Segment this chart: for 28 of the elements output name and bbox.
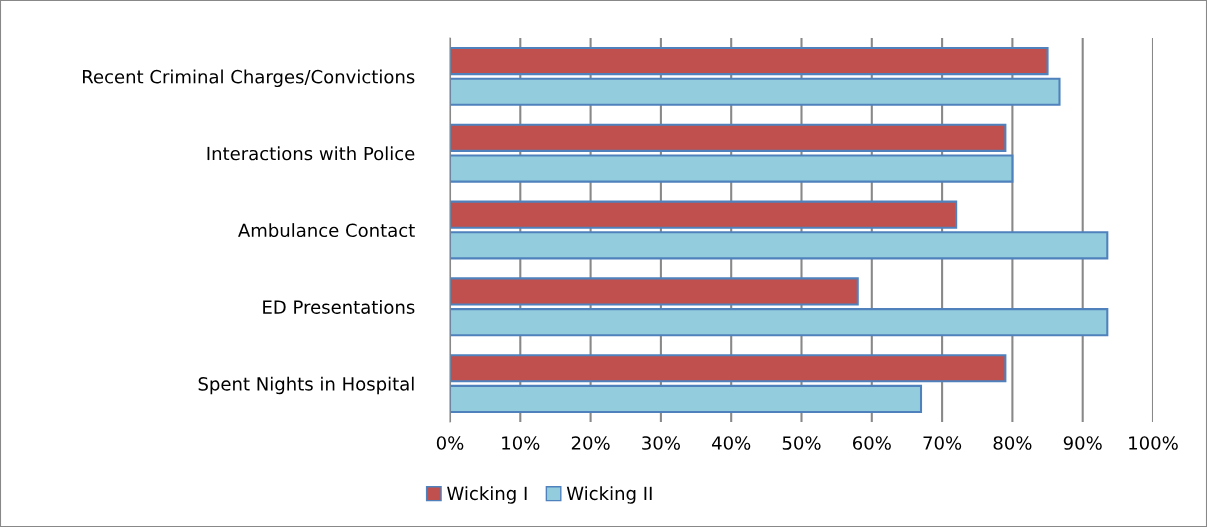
- x-tick-label: 20%: [571, 436, 610, 450]
- x-tick-label: 100%: [1129, 436, 1178, 450]
- bar: [450, 200, 958, 229]
- x-tick-label: 50%: [782, 436, 821, 450]
- bar: [450, 123, 1007, 152]
- y-tick-label: Recent Criminal Charges/Convictions: [83, 69, 415, 88]
- x-tick-label: 90%: [1063, 436, 1102, 450]
- x-tick-label: 10%: [502, 436, 540, 450]
- x-tick-label: 80%: [993, 436, 1032, 450]
- x-tick-label: 30%: [642, 436, 680, 450]
- bar: [450, 154, 1014, 183]
- y-tick-label: Spent Nights in Hospital: [198, 376, 414, 395]
- bar: [450, 231, 1109, 260]
- y-tick-label: ED Presentations: [263, 299, 415, 314]
- x-tick-label: 40%: [712, 436, 751, 450]
- bar: [450, 46, 1049, 76]
- bar: [450, 384, 923, 414]
- bar: [450, 277, 859, 306]
- bar: [450, 354, 1007, 383]
- y-tick-label: Interactions with Police: [207, 146, 415, 161]
- bar: [450, 308, 1109, 337]
- y-tick-label: Ambulance Contact: [238, 223, 415, 238]
- bar: [450, 77, 1061, 106]
- legend-label: Wicking I: [447, 486, 527, 504]
- x-tick-label: 60%: [853, 436, 891, 450]
- x-tick-label: 0%: [436, 436, 464, 450]
- legend-label: Wicking II: [566, 486, 652, 504]
- x-tick-label: 70%: [923, 436, 962, 450]
